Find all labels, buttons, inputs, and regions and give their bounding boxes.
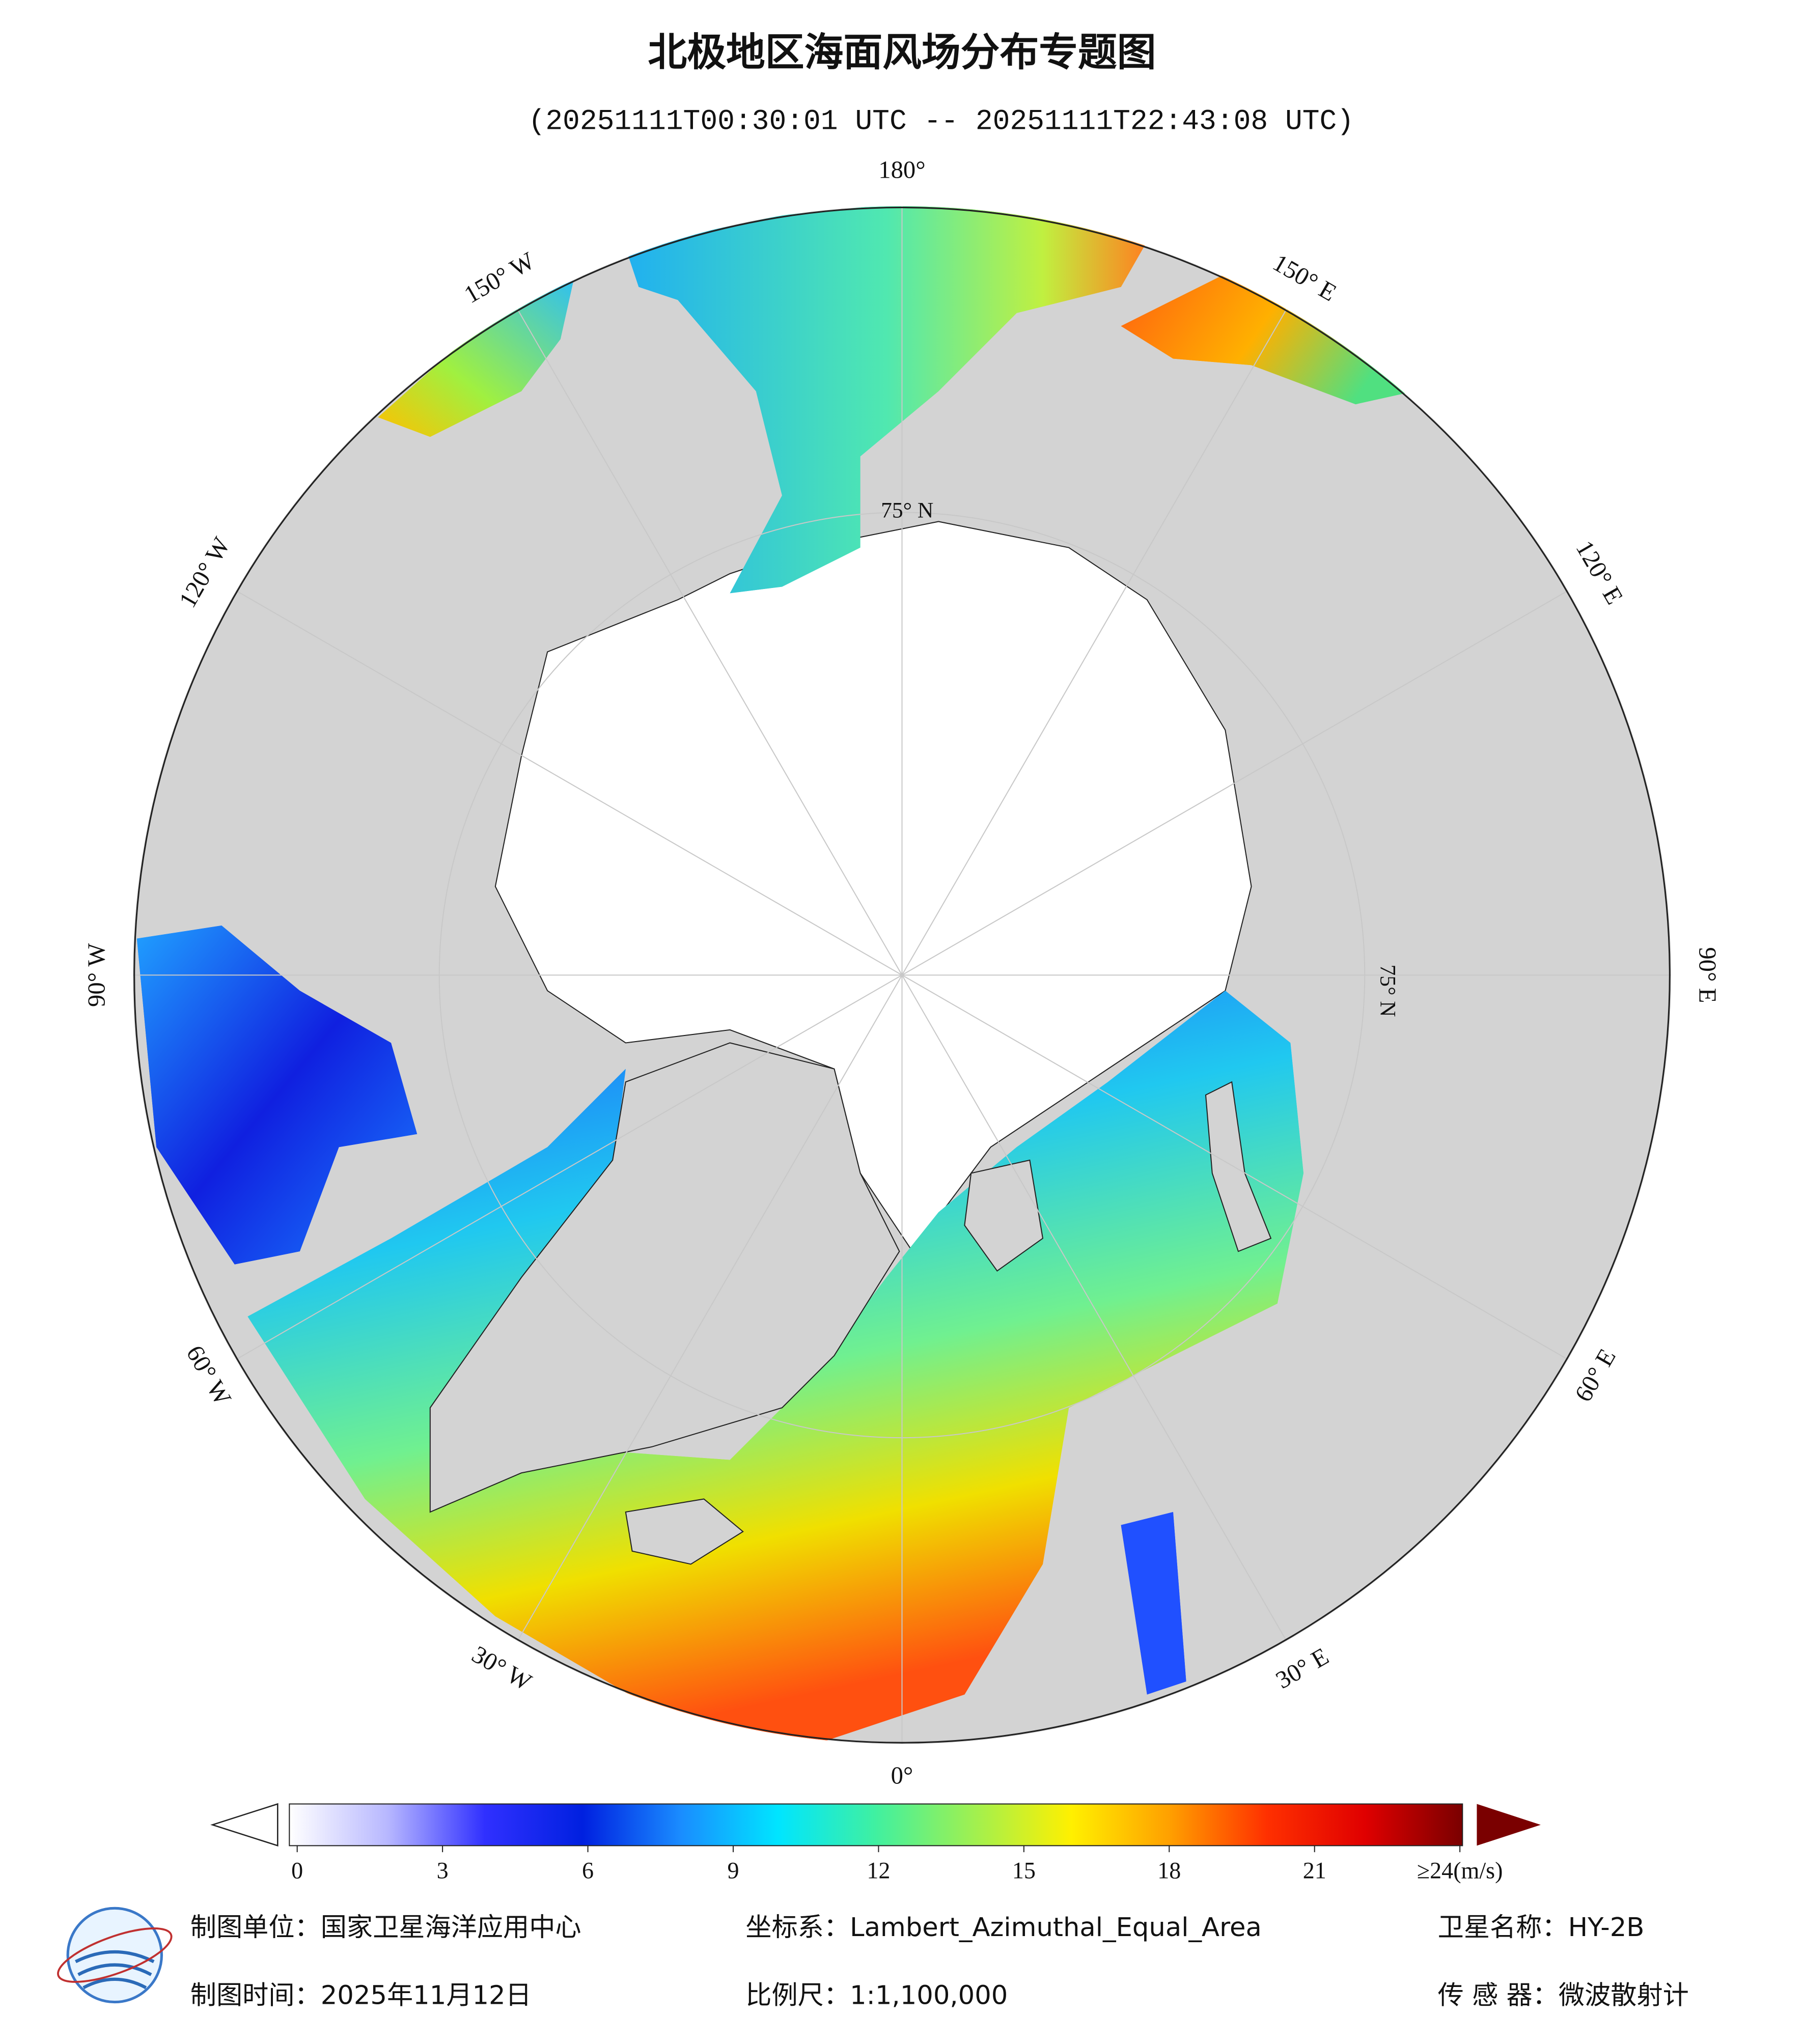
meridian <box>901 309 1287 975</box>
lat-label: 75° N <box>1375 964 1400 1017</box>
iceland <box>625 1498 744 1565</box>
meridian <box>517 974 903 1641</box>
footer-sensor: 传 感 器：微波散射计 <box>1438 1980 1689 2010</box>
footer-crs: 坐标系：Lambert_Azimuthal_Equal_Area <box>745 1912 1262 1943</box>
footer-scale: 比例尺：1:1,100,000 <box>745 1980 1008 2010</box>
meridian <box>517 309 903 975</box>
map <box>133 206 1671 1744</box>
graticule <box>133 206 1671 1744</box>
greenland <box>429 1042 900 1513</box>
footer-satellite: 卫星名称：HY-2B <box>1438 1912 1645 1943</box>
colorbar-tick-label: 12 <box>867 1858 890 1884</box>
map-border <box>133 206 1671 1744</box>
subtitle: (20251111T00:30:01 UTC -- 20251111T22:43… <box>528 105 1354 137</box>
colorbar-bar <box>289 1803 1463 1846</box>
novaya-zemlya <box>1205 1081 1272 1252</box>
footer-unit: 制图单位：国家卫星海洋应用中心 <box>190 1912 581 1943</box>
meridian <box>901 590 1569 976</box>
longitude-label: 0° <box>891 1761 913 1789</box>
svalbard <box>964 1159 1044 1272</box>
wind-fields <box>136 206 1414 1744</box>
footer-date: 制图时间：2025年11月12日 <box>190 1980 532 2010</box>
longitude-label: 120° E <box>1570 536 1628 609</box>
longitude-label: 150° W <box>459 247 539 309</box>
longitude-label: 60° E <box>1569 1344 1621 1406</box>
colorbar-tick-label: 6 <box>582 1858 594 1884</box>
colorbar-over <box>1477 1804 1541 1846</box>
title: 北极地区海面风场分布专题图 <box>648 30 1156 75</box>
colorbar-under <box>210 1803 279 1847</box>
longitude-label: 90° W <box>83 943 110 1007</box>
colorbar-tick-label: ≥24(m/s) <box>1417 1858 1503 1884</box>
longitude-label: 90° E <box>1694 947 1721 1003</box>
logo <box>57 1907 173 2004</box>
longitude-label: 150° E <box>1268 249 1341 307</box>
meridian <box>235 974 903 1360</box>
longitude-label: 180° <box>878 156 925 184</box>
meridian <box>901 974 1569 1360</box>
colorbar-tick-label: 21 <box>1303 1858 1326 1884</box>
colorbar-tick-label: 3 <box>437 1858 449 1884</box>
colorbar-tick-label: 0 <box>291 1858 303 1884</box>
longitude-label: 120° W <box>174 533 236 612</box>
meridian <box>901 974 1287 1641</box>
colorbar-tick-label: 9 <box>727 1858 739 1884</box>
lat-label: 75° N <box>881 498 933 523</box>
meridian <box>235 590 903 976</box>
longitude-label: 60° W <box>181 1341 236 1410</box>
longitude-label: 30° W <box>467 1640 537 1696</box>
colorbar-tick-label: 18 <box>1157 1858 1181 1884</box>
longitude-label: 30° E <box>1271 1642 1333 1694</box>
colorbar: 0 3 6 9 12 15 18 21 ≥24(m/s) <box>210 1803 1541 1884</box>
colorbar-tick-label: 15 <box>1012 1858 1036 1884</box>
